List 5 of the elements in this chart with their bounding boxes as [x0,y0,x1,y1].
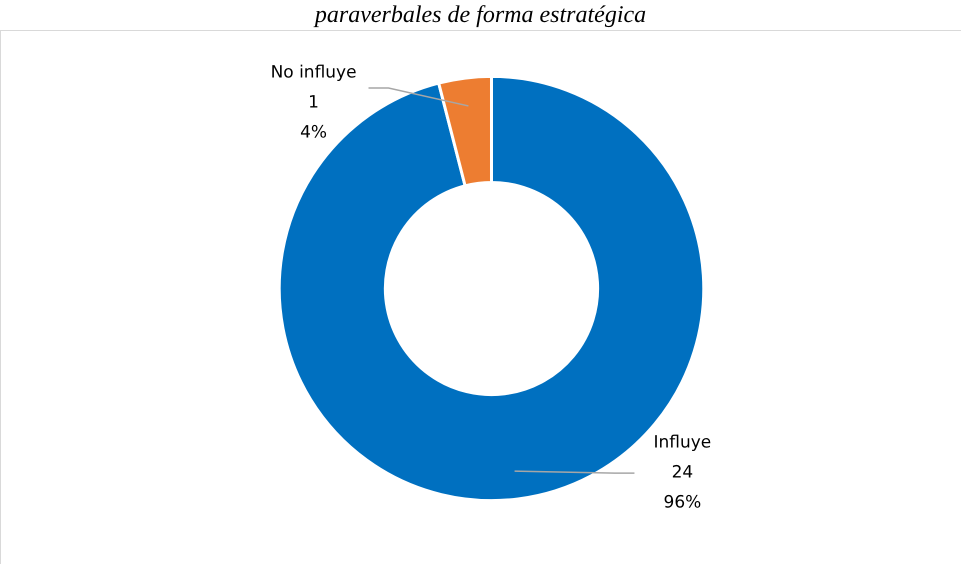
data-label: 1 4% [300,92,328,142]
slice-label: No influye [270,62,357,82]
data-label: 24 96% [664,462,702,512]
slice-label: Influye [654,432,712,453]
chart-title: paraverbales de forma estratégica [312,1,648,30]
